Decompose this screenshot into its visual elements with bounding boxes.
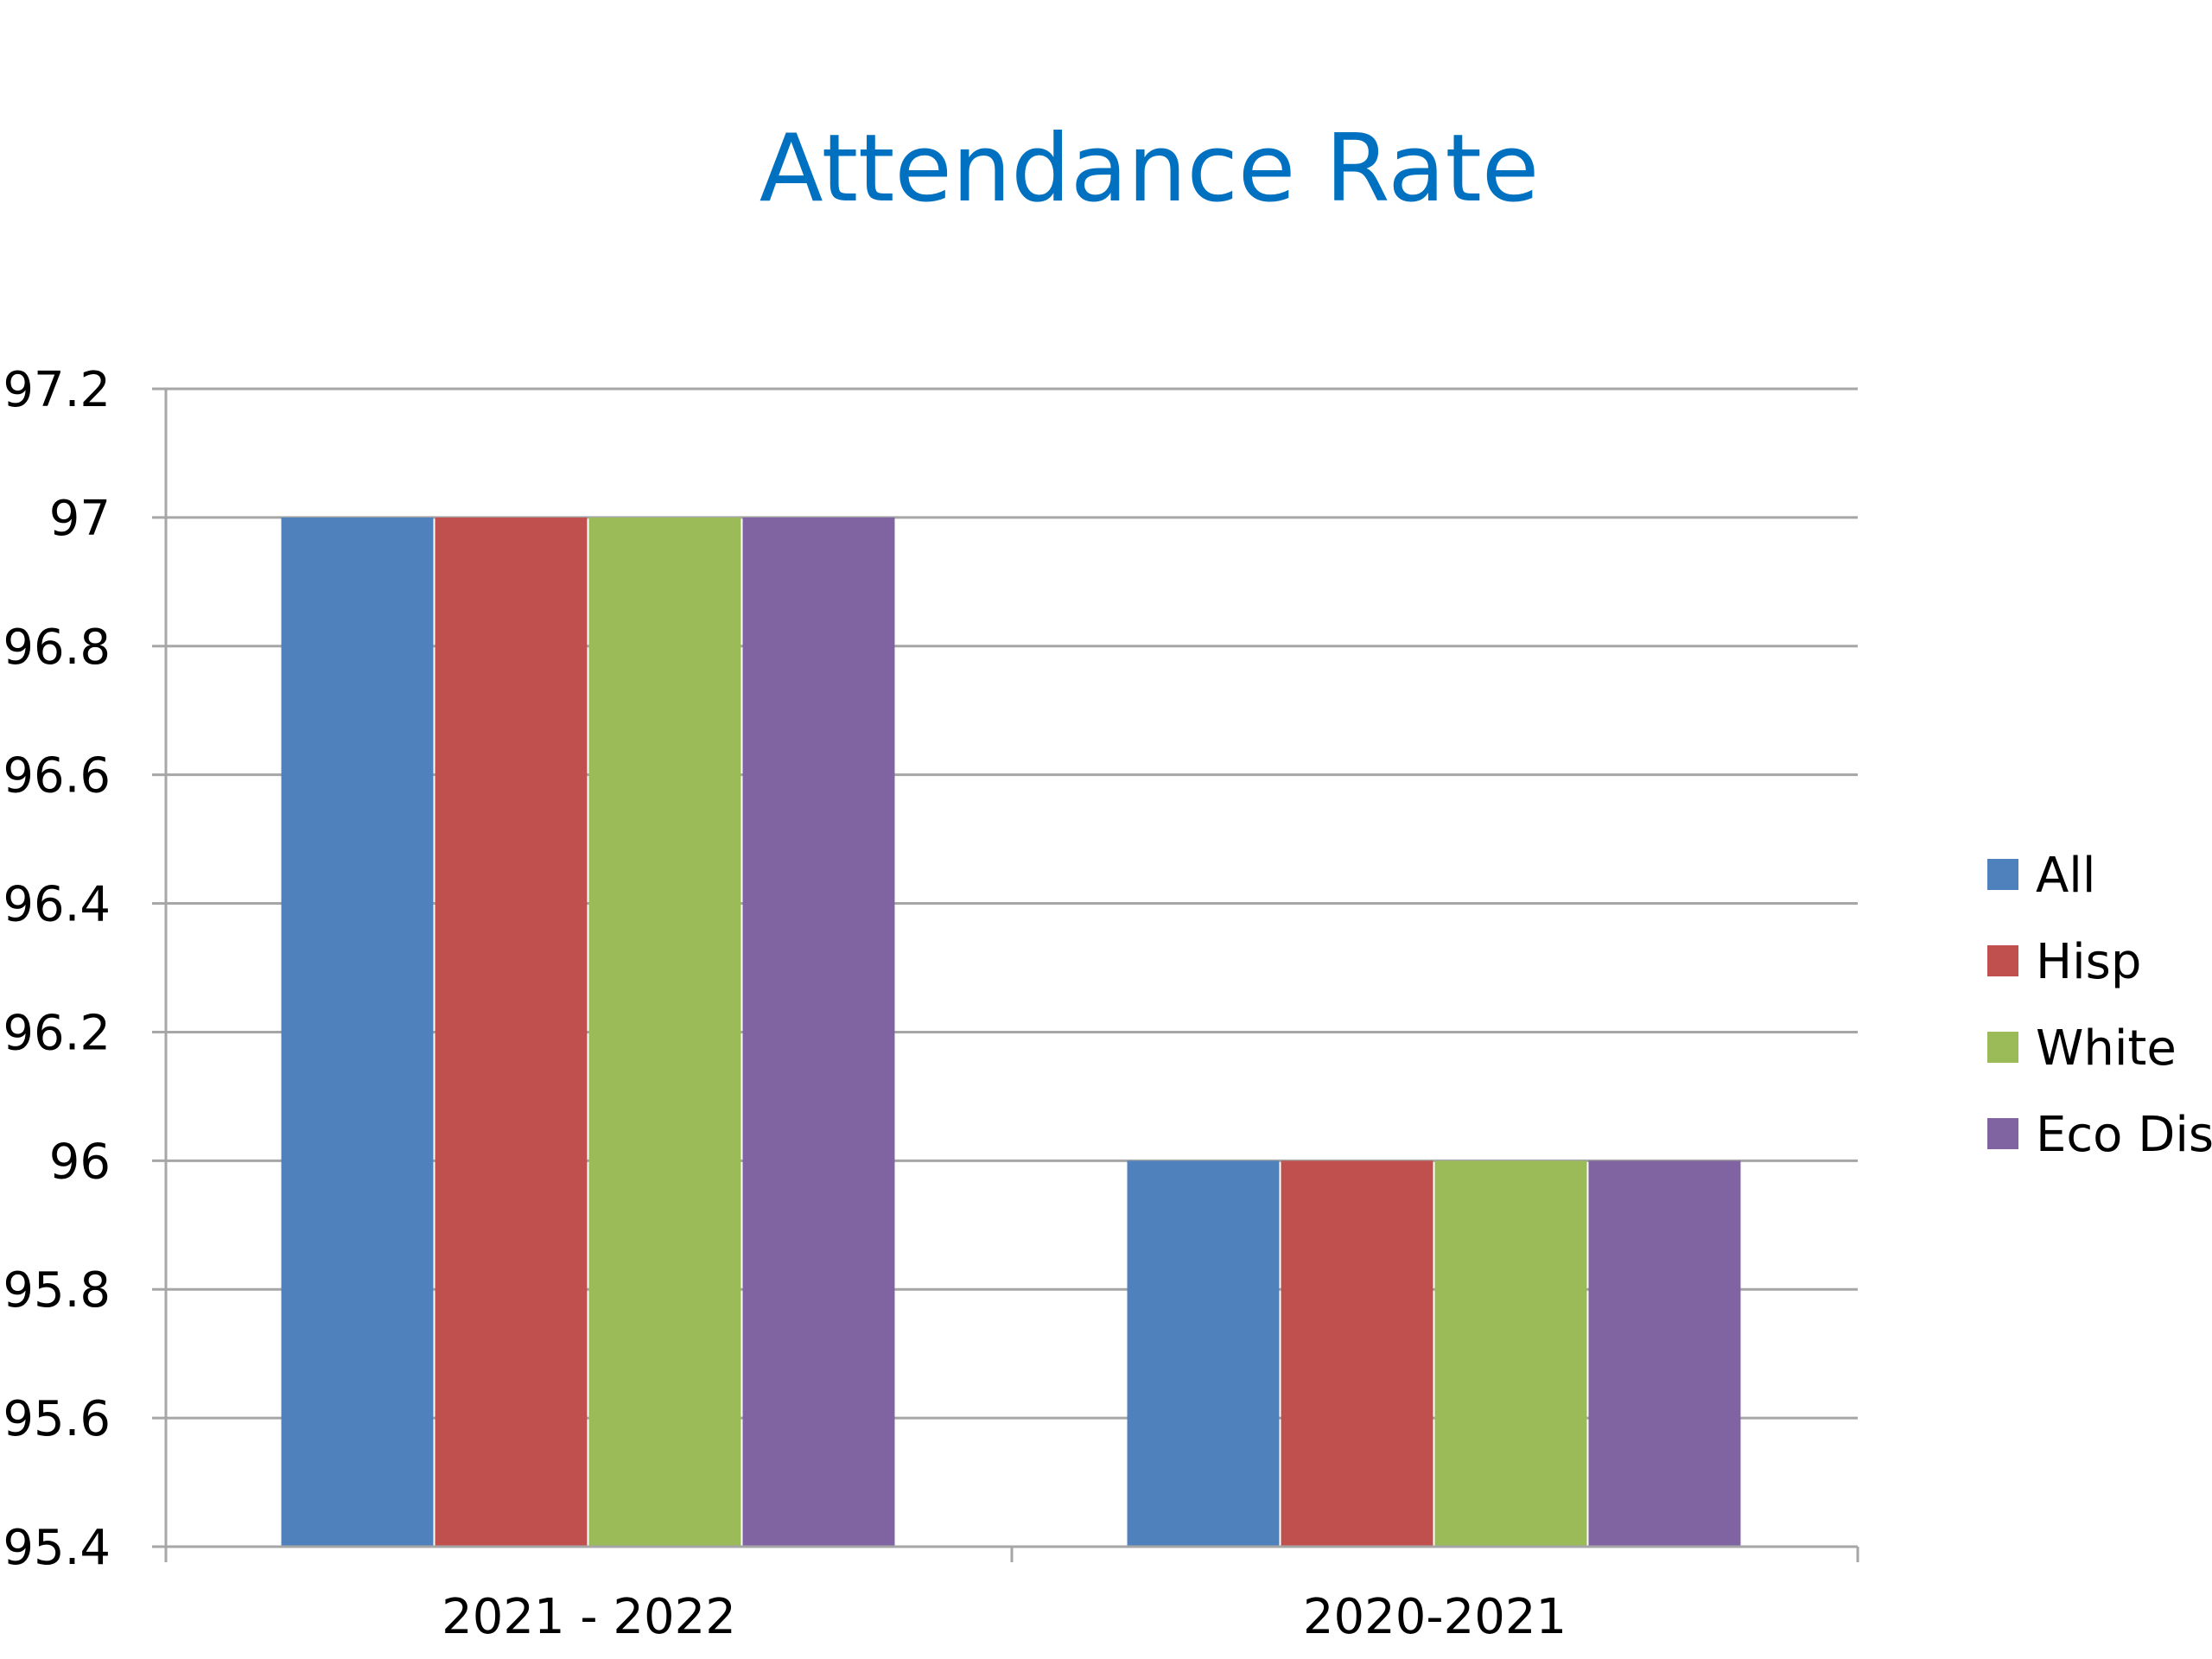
legend-swatch-white bbox=[1987, 1032, 2018, 1063]
y-tick-label: 97.2 bbox=[3, 362, 111, 418]
legend-swatch-hisp bbox=[1987, 945, 2018, 976]
y-tick-label: 96 bbox=[49, 1134, 111, 1190]
y-tick-label: 96.4 bbox=[3, 877, 111, 933]
y-tick-labels: 95.4 95.6 95.8 96 96.2 96.4 96.6 96.8 97 97.2 bbox=[3, 362, 111, 1576]
legend-swatch-all bbox=[1987, 859, 2018, 890]
bar-eco-dis bbox=[1588, 1160, 1741, 1547]
bar-eco-dis bbox=[742, 517, 895, 1547]
y-tick-label: 95.6 bbox=[3, 1391, 111, 1447]
axes bbox=[152, 387, 1859, 1562]
chart-title: Attendance Rate bbox=[760, 115, 1540, 223]
legend-label: Eco Dis bbox=[2036, 1107, 2212, 1163]
legend-label: Hisp bbox=[2036, 934, 2141, 990]
y-tick-label: 97 bbox=[49, 491, 111, 547]
x-category-label: 2021 - 2022 bbox=[442, 1589, 736, 1645]
bar-hisp bbox=[435, 517, 588, 1547]
bar-all bbox=[281, 517, 434, 1547]
bar-all bbox=[1127, 1160, 1280, 1547]
bar-hisp bbox=[1281, 1160, 1433, 1547]
bar-white bbox=[1434, 1160, 1587, 1547]
bars bbox=[281, 517, 1741, 1547]
x-category-label: 2020-2021 bbox=[1303, 1589, 1567, 1645]
y-tick-label: 96.2 bbox=[3, 1005, 111, 1061]
legend-label: All bbox=[2036, 848, 2095, 904]
x-category-labels: 2021 - 2022 2020-2021 bbox=[442, 1589, 1567, 1645]
y-tick-label: 96.8 bbox=[3, 620, 111, 676]
y-tick-label: 95.8 bbox=[3, 1262, 111, 1319]
legend: All Hisp White Eco Dis bbox=[1987, 848, 2212, 1163]
legend-label: White bbox=[2036, 1020, 2177, 1077]
bar-white bbox=[588, 517, 741, 1547]
y-tick-label: 96.6 bbox=[3, 748, 111, 804]
legend-swatch-eco-dis bbox=[1987, 1118, 2018, 1149]
y-tick-label: 95.4 bbox=[3, 1520, 111, 1576]
